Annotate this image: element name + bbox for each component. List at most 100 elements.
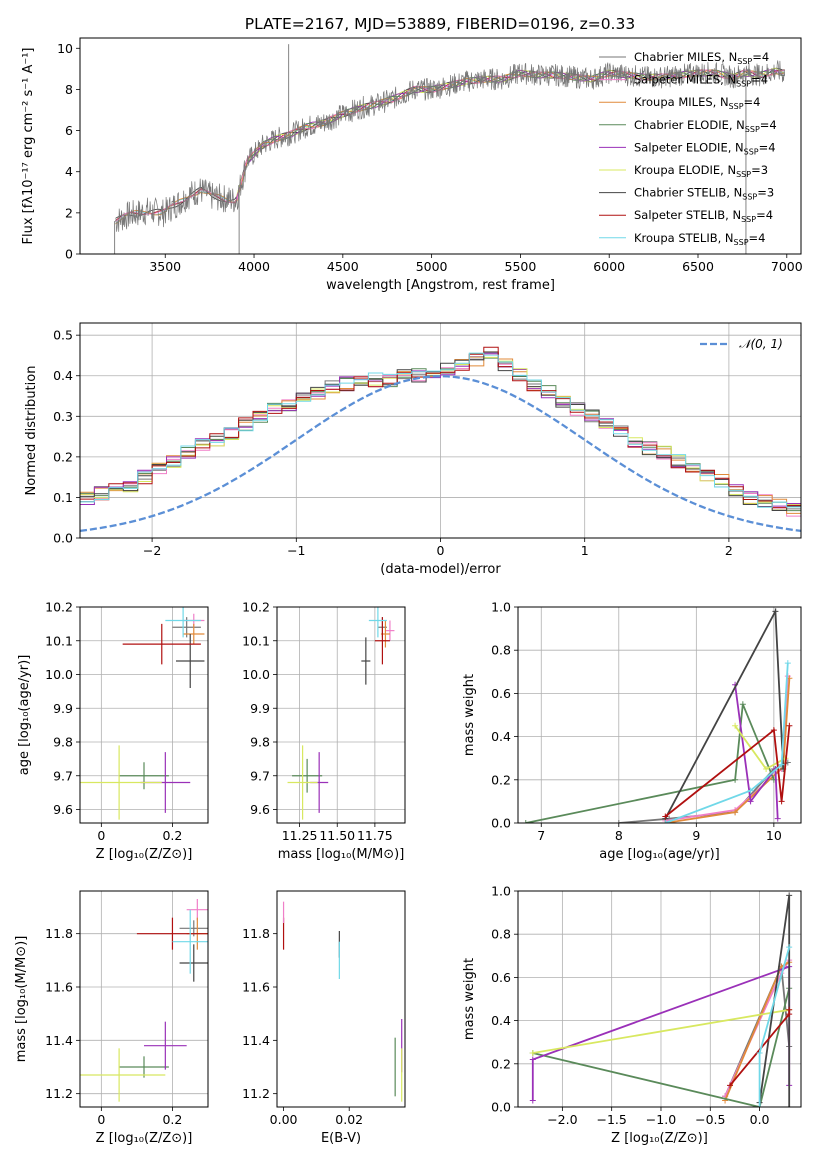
legend-label-sub: SSP bbox=[741, 215, 756, 224]
errorbar-point bbox=[385, 620, 395, 641]
y-tick-label: 9.7 bbox=[250, 768, 270, 783]
x-tick-label: 1 bbox=[581, 543, 589, 558]
y-tick-label: 0.6 bbox=[491, 970, 511, 985]
legend-label-sub: SSP bbox=[744, 147, 759, 156]
y-tick-label: 11.8 bbox=[242, 926, 270, 941]
errorbar-point bbox=[144, 1021, 187, 1070]
y-tick-label: 11.2 bbox=[242, 1086, 270, 1101]
spectrum-marks bbox=[114, 44, 786, 254]
x-tick-label: 0.00 bbox=[270, 1112, 298, 1127]
weight-marker bbox=[529, 1050, 536, 1056]
spectrum-panel: 3500 4000 4500 5000 5500 6000 6500 7000 0 2 4 6 8 10 w… bbox=[21, 37, 803, 293]
x-tick-label: 0 bbox=[97, 1112, 105, 1127]
weight-marker bbox=[529, 1056, 536, 1063]
weight-line-kroupa-elodie bbox=[532, 1008, 790, 1054]
x-tick-label: −2 bbox=[143, 543, 161, 558]
mass-weight-vs-Z-marks bbox=[529, 892, 793, 1107]
legend-label: Chabrier STELIB, NSSP=3 bbox=[634, 186, 774, 202]
x-tick-label: 6000 bbox=[593, 259, 625, 274]
x-tick-label: 4500 bbox=[327, 259, 359, 274]
errorbar-point bbox=[361, 637, 371, 685]
x-tick-label: 0.0 bbox=[750, 1112, 770, 1127]
weight-marker bbox=[529, 1097, 536, 1104]
x-tick-label: −0.5 bbox=[695, 1112, 725, 1127]
x-tick-label: 7000 bbox=[771, 259, 803, 274]
axes-frame bbox=[517, 606, 802, 824]
mass-weight-vs-Z-panel: −2.0 −1.5 −1.0 −0.5 0.0 0.0 0.2 0.4 0.6 0.8 1.0 Z [… bbox=[462, 884, 802, 1146]
legend-label-tail: =4 bbox=[756, 208, 773, 222]
residuals-panel: −2 −1 0 1 2 0.0 0.1 0.2 0.3 0.4 0.5 (data-model)/er… bbox=[24, 322, 802, 577]
y-tick-label: 9.9 bbox=[53, 701, 73, 716]
errorbar-point bbox=[287, 745, 318, 820]
age-vs-Z-marks bbox=[80, 607, 205, 820]
age-vs-mass-panel: 11.25 11.50 11.75 9.6 9.7 9.8 9.9 10.0 10.1 10.2 m… bbox=[242, 600, 406, 862]
y-tick-label: 10.1 bbox=[45, 633, 73, 648]
legend-label-text: Kroupa ELODIE, N bbox=[634, 163, 736, 177]
y-tick-label: 10.2 bbox=[45, 600, 73, 615]
legend-label: Kroupa ELODIE, NSSP=3 bbox=[634, 163, 768, 179]
mass-vs-ebv-marks bbox=[282, 901, 403, 1102]
weight-line-salpeter-stelib bbox=[664, 725, 791, 818]
errorbar-point bbox=[176, 634, 205, 688]
axes-frame bbox=[517, 890, 802, 1108]
axes-frame bbox=[79, 37, 802, 255]
legend-label-tail: =4 bbox=[760, 118, 777, 132]
y-tick-label: 1.0 bbox=[491, 884, 511, 899]
errorbar-point bbox=[80, 745, 162, 820]
x-axis-label: age [log₁₀(age/yr)] bbox=[599, 847, 720, 862]
legend-label-tail: =4 bbox=[759, 140, 776, 154]
x-tick-label: 9 bbox=[692, 828, 700, 843]
weight-marker bbox=[778, 798, 785, 805]
y-tick-label: 9.6 bbox=[250, 802, 270, 817]
x-axis-label: (data-model)/error bbox=[380, 562, 501, 577]
y-tick-label: 11.4 bbox=[242, 1033, 270, 1048]
x-tick-label: 0.02 bbox=[335, 1112, 363, 1127]
figure-title: PLATE=2167, MJD=53889, FIBERID=0196, z=0… bbox=[245, 15, 635, 33]
y-tick-label: 0.0 bbox=[491, 816, 511, 831]
mass-weight-vs-age-panel: 7 8 9 10 0.0 0.2 0.4 0.6 0.8 1.0 age [log₁₀(age/yr… bbox=[462, 600, 802, 862]
weight-marker bbox=[786, 722, 793, 729]
y-tick-label: 4 bbox=[65, 164, 73, 179]
y-tick-label: 9.8 bbox=[53, 735, 73, 750]
y-tick-label: 11.6 bbox=[45, 980, 73, 995]
legend-label: Salpeter ELODIE, NSSP=4 bbox=[634, 140, 776, 156]
x-tick-label: 0 bbox=[97, 828, 105, 843]
legend-label-tail: =4 bbox=[751, 73, 768, 87]
y-tick-label: 0.0 bbox=[53, 531, 73, 546]
x-tick-label: 8 bbox=[615, 828, 623, 843]
mass-weight-vs-age-marks bbox=[522, 607, 793, 823]
weight-marker bbox=[756, 1104, 763, 1107]
y-tick-label: 9.7 bbox=[53, 768, 73, 783]
x-tick-label: 4000 bbox=[238, 259, 270, 274]
weight-line-salpeter-elodie bbox=[734, 684, 779, 819]
legend-label-text: Chabrier STELIB, N bbox=[634, 186, 742, 200]
y-axis-label: mass weight bbox=[462, 674, 477, 756]
x-tick-label: 0.2 bbox=[162, 1112, 182, 1127]
legend-label-sub: SSP bbox=[742, 193, 757, 202]
legend-label: Salpeter STELIB, NSSP=4 bbox=[634, 208, 773, 224]
weight-marker bbox=[522, 820, 529, 823]
legend-label-sub: SSP bbox=[734, 238, 749, 247]
y-tick-label: 0.5 bbox=[53, 328, 73, 343]
mass-vs-Z-panel: 0 0.2 11.2 11.4 11.6 11.8 Z [log₁₀(Z/Z⊙)] mass … bbox=[14, 890, 209, 1146]
errorbar-point bbox=[80, 1048, 166, 1102]
errorbar-point bbox=[172, 909, 208, 974]
legend-label-tail: =3 bbox=[751, 163, 768, 177]
errorbar-point bbox=[374, 617, 390, 665]
legend-label-tail: =4 bbox=[752, 50, 769, 64]
weight-marker bbox=[784, 660, 791, 667]
legend-label-text: Salpeter STELIB, N bbox=[634, 208, 741, 222]
legend-label-tail: =3 bbox=[757, 186, 774, 200]
mass-vs-ebv-panel: 0.00 0.02 11.2 11.4 11.6 11.8 E(B-V) bbox=[242, 890, 406, 1146]
y-axis-label: mass weight bbox=[462, 958, 477, 1040]
weight-marker bbox=[662, 820, 669, 823]
y-tick-label: 8 bbox=[65, 82, 73, 97]
y-tick-label: 11.8 bbox=[45, 926, 73, 941]
y-axis-label: Normed distribution bbox=[24, 366, 39, 496]
errorbar-point bbox=[165, 607, 201, 638]
y-tick-label: 9.9 bbox=[250, 701, 270, 716]
legend-label: Salpeter MILES, NSSP=4 bbox=[634, 73, 768, 89]
normal-curve bbox=[80, 375, 801, 533]
x-tick-label: −2.0 bbox=[547, 1112, 577, 1127]
